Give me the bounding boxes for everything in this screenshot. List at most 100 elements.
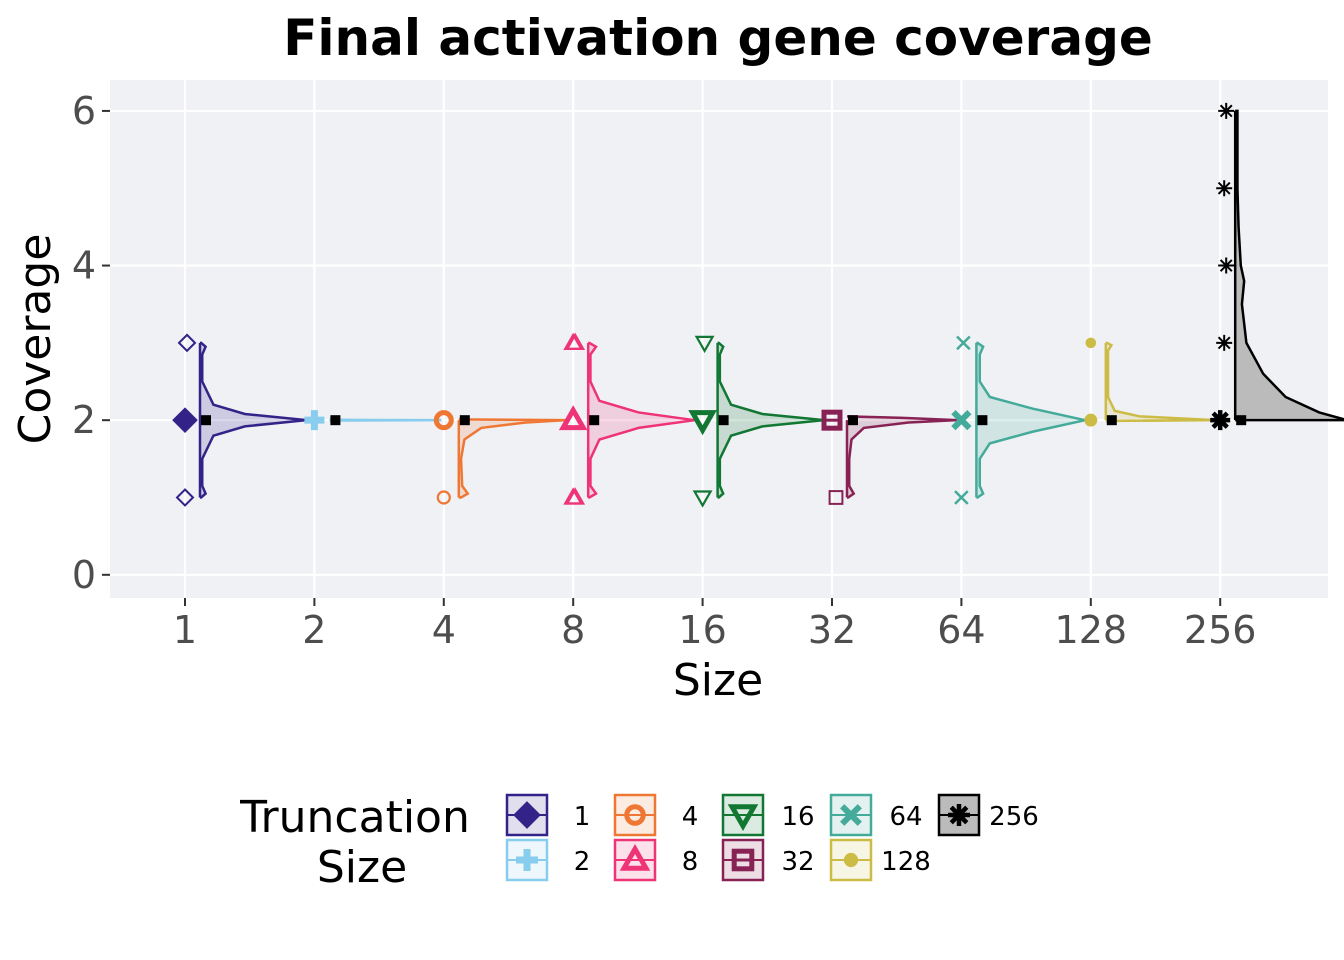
- legend-key-marker-8: [619, 843, 651, 871]
- legend-label-1: 1: [574, 802, 591, 832]
- violin-fill-16: [717, 342, 824, 498]
- median-marker-8: [558, 405, 588, 431]
- median-marker-32: [821, 409, 843, 431]
- outlier-4-0: [436, 490, 451, 505]
- x-tick-label-16: 16: [678, 608, 726, 652]
- outlier-256-2: [1216, 180, 1233, 197]
- mean-point-8: [589, 415, 600, 426]
- series-4: [433, 410, 567, 505]
- legend-item-64: 64: [829, 793, 923, 837]
- chart-title: Final activation gene coverage: [283, 9, 1153, 67]
- x-tick-label-8: 8: [561, 608, 585, 652]
- mean-point-32: [848, 415, 858, 426]
- y-axis-title: Coverage: [10, 234, 61, 445]
- legend-key-marker-32: [731, 848, 755, 872]
- legend-key-marker-16: [727, 804, 759, 832]
- outlier-256-3: [1218, 102, 1235, 119]
- legend-label-32: 32: [781, 847, 814, 877]
- legend-item-256: 256: [937, 793, 1039, 837]
- violin-fill-1: [200, 342, 307, 498]
- mean-point-128: [1106, 415, 1117, 426]
- chart-marks: [172, 102, 1344, 508]
- legend-item-2: 2: [505, 838, 591, 882]
- outlier-64-1: [956, 335, 971, 351]
- outlier-1-1: [177, 333, 197, 353]
- legend-title-line-2: Size: [317, 842, 407, 893]
- x-tick-label-32: 32: [808, 608, 856, 652]
- y-axis: 0 2 4 6: [72, 89, 110, 597]
- legend: Truncation Size 1 2 4 8 16 32 64 128 256: [239, 792, 1039, 893]
- violin-fill-8: [588, 342, 695, 498]
- violin-outline-2: [329, 418, 442, 422]
- legend-key-marker-4: [624, 804, 646, 826]
- y-tick-label-6: 6: [72, 89, 96, 133]
- outlier-8-1: [565, 487, 586, 505]
- mean-point-64: [977, 415, 988, 426]
- legend-item-16: 16: [721, 793, 815, 837]
- legend-key-marker-128: [843, 852, 859, 868]
- median-marker-16: [688, 410, 717, 436]
- x-tick-label-256: 256: [1184, 608, 1257, 652]
- x-tick-label-2: 2: [302, 608, 326, 652]
- outlier-128-0: [1085, 337, 1097, 349]
- legend-label-256: 256: [989, 802, 1039, 832]
- legend-label-8: 8: [682, 847, 699, 877]
- outlier-8-3: [565, 332, 586, 350]
- plot-panel: [110, 80, 1328, 598]
- legend-label-16: 16: [781, 802, 814, 832]
- median-marker-256: [1210, 410, 1231, 431]
- legend-item-1: 1: [505, 793, 591, 837]
- x-tick-label-64: 64: [937, 608, 985, 652]
- legend-key-marker-1: [513, 801, 541, 829]
- outlier-32-0: [828, 490, 844, 505]
- legend-title-line-1: Truncation: [239, 792, 470, 843]
- y-tick-label-4: 4: [72, 244, 96, 288]
- outlier-256-1: [1218, 257, 1235, 274]
- outlier-16-0: [692, 490, 713, 508]
- legend-key-marker-256: [948, 804, 970, 826]
- violin-fill-128: [1105, 342, 1215, 421]
- violin-outline-32: [846, 415, 957, 499]
- mean-point-2: [330, 415, 341, 426]
- legend-label-2: 2: [574, 847, 591, 877]
- series-32: [821, 409, 957, 505]
- y-tick-label-0: 0: [72, 553, 96, 597]
- x-tick-label-128: 128: [1055, 608, 1128, 652]
- mean-point-16: [718, 415, 729, 426]
- violin-fill-4: [458, 419, 567, 498]
- legend-label-64: 64: [889, 802, 922, 832]
- median-marker-128: [1084, 413, 1098, 427]
- median-marker-1: [172, 407, 198, 434]
- x-axis-title: Size: [673, 655, 763, 706]
- violin-fill-256: [1235, 110, 1344, 421]
- x-tick-label-4: 4: [432, 608, 456, 652]
- legend-key-marker-2: [516, 849, 538, 871]
- outlier-1-0: [175, 488, 195, 507]
- legend-label-128: 128: [881, 847, 931, 877]
- mean-point-4: [459, 415, 470, 426]
- mean-point-1: [201, 415, 211, 426]
- x-axis: 1 2 4 8 16 32 64 128 256: [173, 598, 1257, 652]
- violin-outline-128: [1105, 341, 1215, 423]
- mean-point-256: [1236, 415, 1247, 426]
- legend-item-128: 128: [829, 838, 931, 882]
- violin-outline-4: [458, 418, 567, 499]
- violin-fill-64: [976, 342, 1086, 498]
- series-2: [304, 410, 442, 431]
- legend-key-marker-64: [840, 804, 862, 826]
- legend-item-8: 8: [613, 838, 699, 882]
- outlier-16-1: [694, 335, 715, 354]
- outlier-256-0: [1216, 334, 1233, 351]
- series-128: [1084, 337, 1215, 427]
- outlier-64-0: [954, 490, 969, 505]
- median-marker-64: [951, 410, 972, 431]
- series-256: [1210, 102, 1344, 431]
- median-marker-2: [304, 410, 325, 431]
- violin-outline-256: [1235, 109, 1344, 422]
- legend-label-4: 4: [682, 802, 699, 832]
- legend-items: 1 2 4 8 16 32 64 128 256: [505, 793, 1039, 882]
- legend-item-32: 32: [721, 838, 815, 882]
- x-tick-label-1: 1: [173, 608, 197, 652]
- y-tick-label-2: 2: [72, 398, 96, 442]
